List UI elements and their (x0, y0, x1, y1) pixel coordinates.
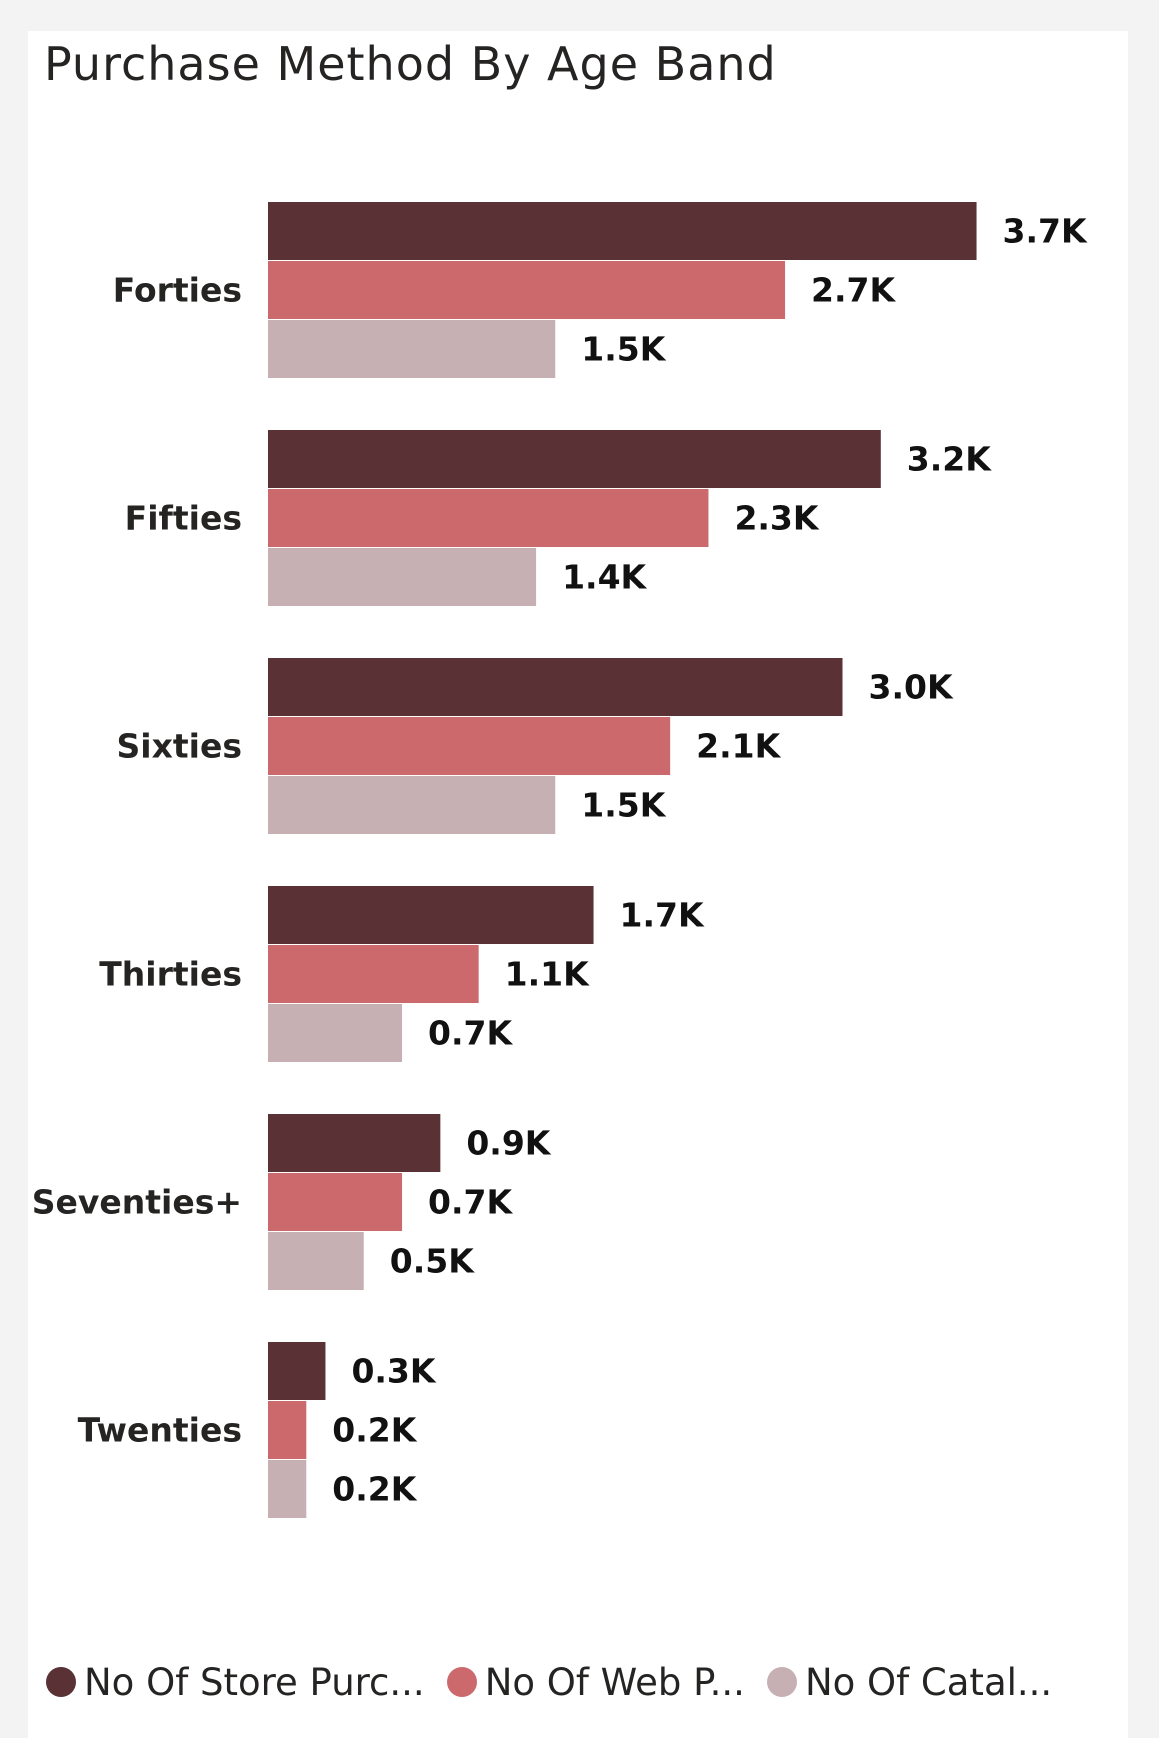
data-label-catalog-forties: 1.5K (581, 330, 666, 369)
legend-item-web[interactable]: No Of Web P... (446, 1660, 745, 1704)
data-label-store-sixties: 3.0K (869, 668, 954, 707)
legend-label-store: No Of Store Purc... (84, 1660, 425, 1704)
chart-card: Purchase Method By Age Band Forties 3.7K 2… (28, 31, 1128, 1738)
bar-catalog-twenties[interactable] (268, 1460, 307, 1518)
data-label-catalog-twenties: 0.2K (332, 1470, 417, 1509)
legend-swatch-catalog (766, 1667, 797, 1697)
data-label-store-twenties: 0.3K (351, 1352, 436, 1391)
data-label-catalog-seventies: 0.5K (390, 1242, 475, 1281)
bar-catalog-seventies[interactable] (268, 1232, 364, 1290)
data-label-web-fifties: 2.3K (734, 499, 819, 538)
data-label-catalog-fifties: 1.4K (562, 558, 647, 597)
category-label-forties: Forties (113, 271, 242, 310)
data-label-catalog-sixties: 1.5K (581, 786, 666, 825)
bar-web-twenties[interactable] (268, 1401, 307, 1459)
bar-web-fifties[interactable] (268, 489, 709, 547)
bar-store-sixties[interactable] (268, 658, 843, 716)
data-label-web-twenties: 0.2K (332, 1411, 417, 1450)
bar-catalog-fifties[interactable] (268, 548, 537, 606)
bar-catalog-forties[interactable] (268, 320, 556, 378)
data-label-store-thirties: 1.7K (620, 896, 705, 935)
bar-catalog-sixties[interactable] (268, 776, 556, 834)
bar-store-thirties[interactable] (268, 886, 594, 944)
legend-swatch-web (446, 1667, 477, 1697)
bar-store-seventies[interactable] (268, 1114, 441, 1172)
bar-store-twenties[interactable] (268, 1342, 326, 1400)
bar-catalog-thirties[interactable] (268, 1004, 403, 1062)
data-label-web-sixties: 2.1K (696, 727, 781, 766)
category-label-fifties: Fifties (125, 499, 242, 538)
data-label-web-seventies: 0.7K (428, 1183, 513, 1222)
bar-store-fifties[interactable] (268, 430, 881, 488)
category-label-sixties: Sixties (117, 727, 242, 766)
bar-web-seventies[interactable] (268, 1173, 403, 1231)
data-label-web-thirties: 1.1K (505, 955, 590, 994)
category-label-twenties: Twenties (78, 1411, 242, 1450)
bar-web-forties[interactable] (268, 261, 786, 319)
legend-label-web: No Of Web P... (484, 1660, 745, 1704)
bar-web-sixties[interactable] (268, 717, 671, 775)
category-label-seventies: Seventies+ (32, 1183, 242, 1222)
data-label-catalog-thirties: 0.7K (428, 1014, 513, 1053)
legend-label-catalog: No Of Catal... (804, 1660, 1053, 1704)
data-label-store-seventies: 0.9K (466, 1124, 551, 1163)
bar-chart: Forties 3.7K 2.7K 1.5K Fifties 3.2K 2.3K 1.4K Si… (32, 202, 1088, 1518)
legend-item-catalog[interactable]: No Of Catal... (766, 1660, 1053, 1704)
chart-title: Purchase Method By Age Band (44, 37, 777, 91)
legend-swatch-store (46, 1667, 76, 1697)
data-label-store-forties: 3.7K (1003, 212, 1088, 251)
category-label-thirties: Thirties (99, 955, 242, 994)
chart-legend: No Of Store Purc... No Of Web P... No Of… (46, 1657, 1074, 1707)
legend-item-store[interactable]: No Of Store Purc... (46, 1661, 425, 1704)
data-label-store-fifties: 3.2K (907, 440, 992, 479)
bar-web-thirties[interactable] (268, 945, 479, 1003)
data-label-web-forties: 2.7K (811, 271, 896, 310)
bar-store-forties[interactable] (268, 202, 977, 260)
